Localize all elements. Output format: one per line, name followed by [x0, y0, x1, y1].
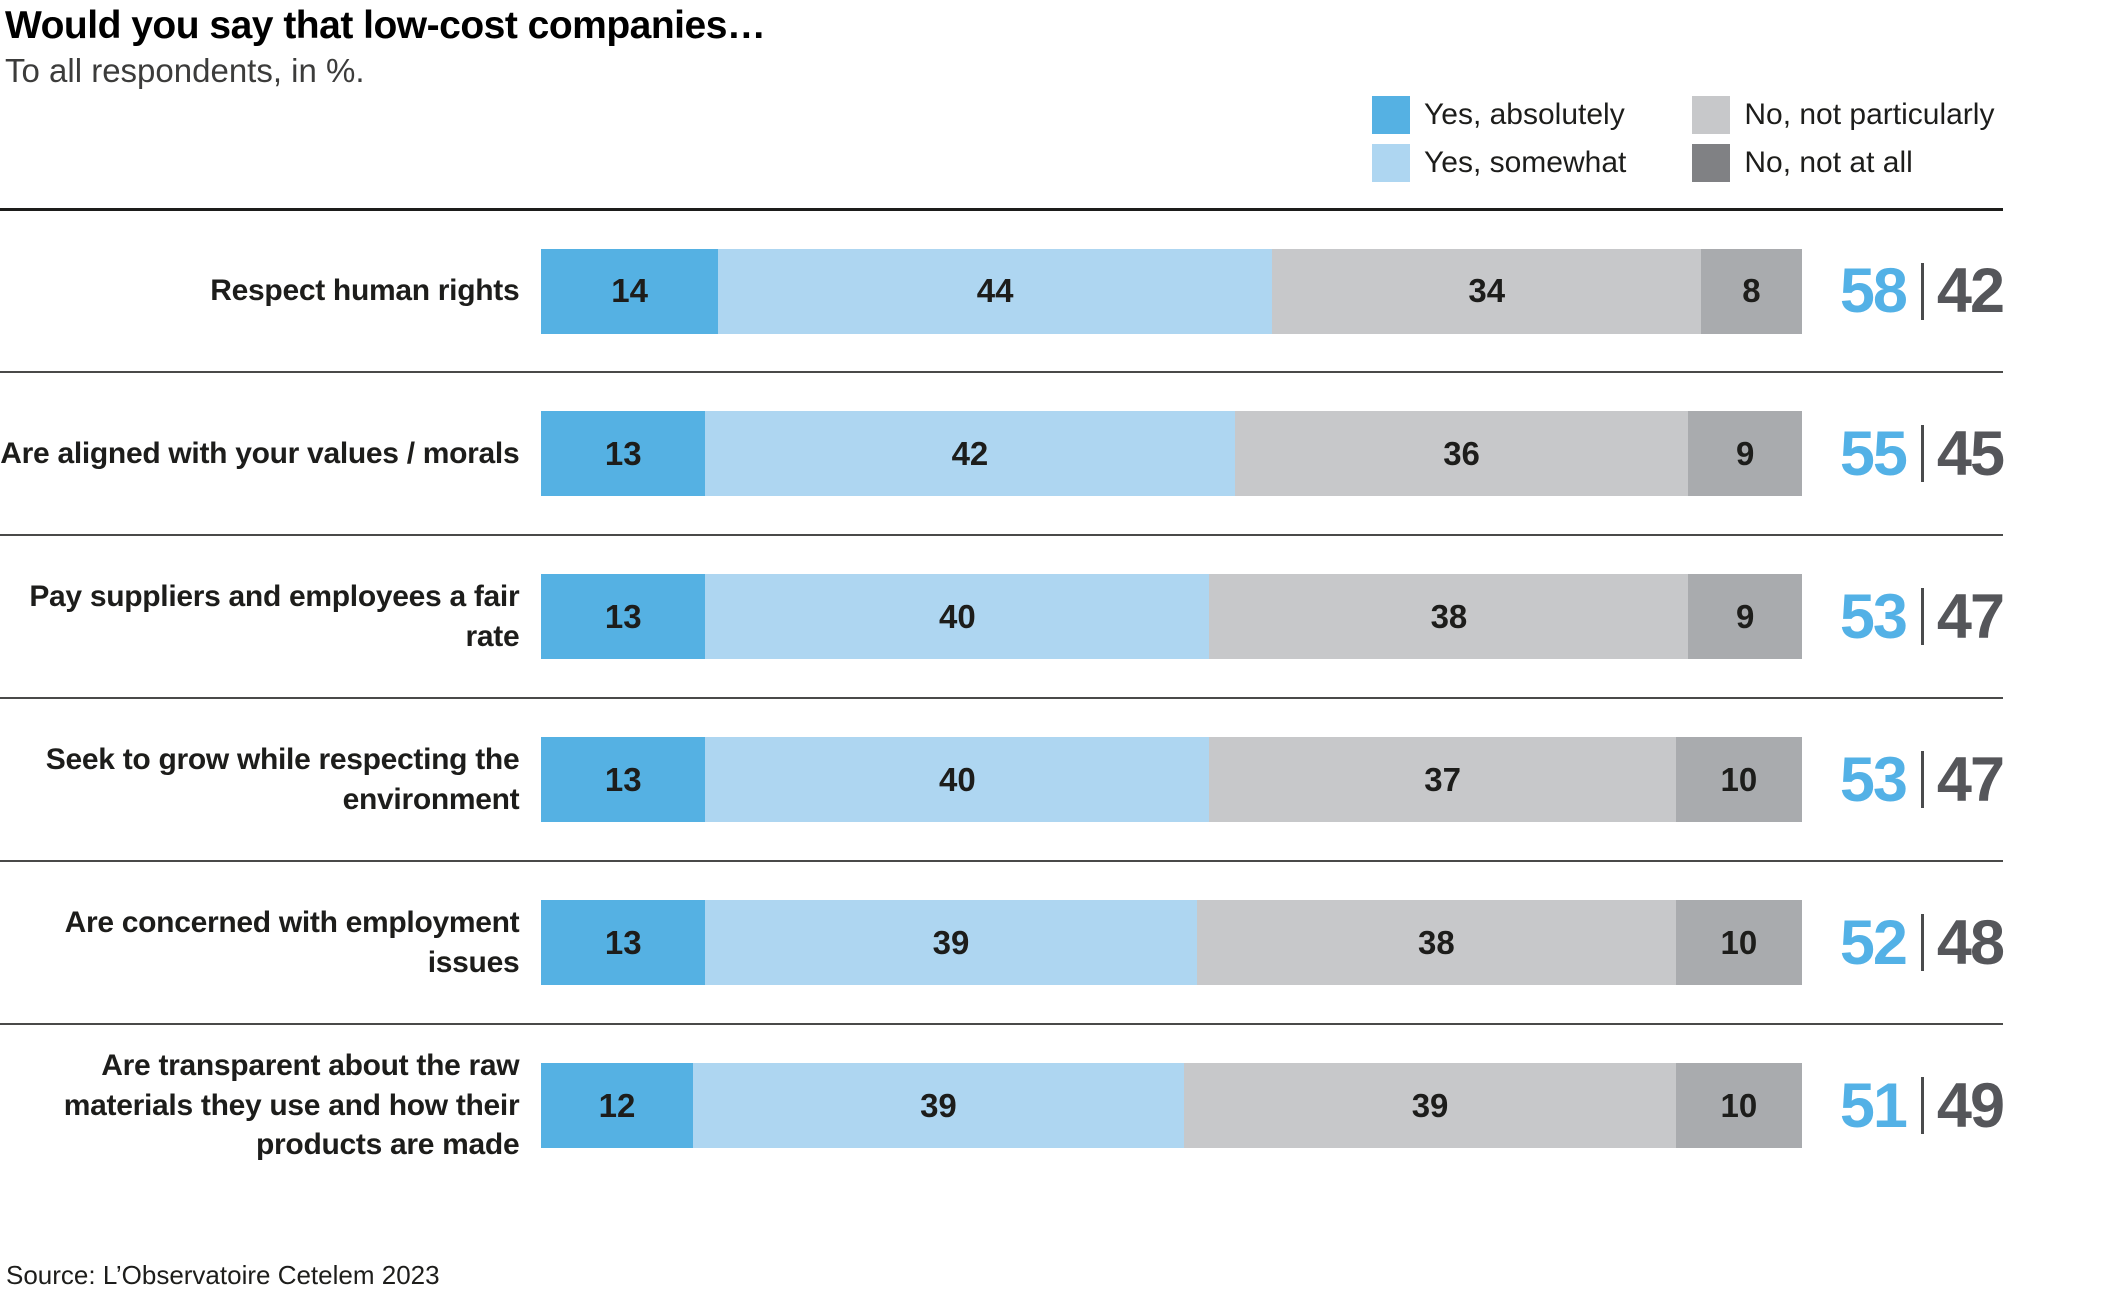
- row-totals: 58 42: [1802, 255, 2005, 327]
- source-note: Source: L’Observatoire Cetelem 2023: [6, 1260, 440, 1290]
- row-category-label: Are transparent about the raw materials …: [63, 1049, 520, 1162]
- bar-segment-no-not-at-all: 10: [1675, 1063, 1802, 1148]
- total-no-value: 49: [1936, 1070, 2005, 1141]
- bar-segment-no-not-particularly: 38: [1196, 900, 1676, 985]
- row-totals: 53 47: [1802, 744, 2005, 816]
- total-yes-value: 55: [1839, 418, 1908, 489]
- legend-swatch-icon: [1372, 96, 1410, 134]
- total-no-value: 42: [1936, 256, 2005, 326]
- chart-row: Are transparent about the raw materials …: [0, 1023, 2005, 1186]
- bar-segment-yes-somewhat: 42: [705, 411, 1235, 496]
- legend-item: No, not at all: [1692, 144, 1994, 182]
- chart-row: Pay suppliers and employees a fair rate …: [0, 534, 2005, 697]
- bar-segment-no-not-at-all: 9: [1688, 411, 1802, 496]
- bar-segment-no-not-particularly: 34: [1272, 248, 1702, 334]
- bar-segment-no-not-at-all: 10: [1675, 900, 1802, 985]
- bar-segment-no-not-particularly: 38: [1209, 574, 1689, 659]
- legend-item-label: No, not particularly: [1744, 98, 1995, 131]
- totals-divider: [1920, 1077, 1924, 1134]
- bar-segment-yes-somewhat: 40: [705, 737, 1210, 822]
- bar-segment-no-not-at-all: 10: [1675, 737, 1802, 822]
- bar-segment-no-not-at-all: 8: [1701, 248, 1802, 334]
- chart-row: Seek to grow while respecting the enviro…: [0, 697, 2005, 860]
- totals-divider: [1920, 262, 1924, 320]
- bar-segment-no-not-particularly: 39: [1184, 1063, 1676, 1148]
- total-yes-value: 53: [1839, 744, 1908, 815]
- chart-row: Are concerned with employment issues 13 3…: [0, 860, 2005, 1023]
- row-category-label: Are concerned with employment issues: [64, 905, 520, 979]
- total-no-value: 45: [1936, 418, 2005, 489]
- legend-item: Yes, absolutely: [1372, 96, 1626, 134]
- bar-segment-yes-absolutely: 13: [541, 411, 706, 496]
- legend-item: No, not particularly: [1692, 96, 1994, 134]
- total-yes-value: 58: [1839, 256, 1908, 326]
- bar-rows: Respect human rights 14 44 34 8 58 42 Are a…: [0, 208, 2005, 1186]
- row-category-label: Pay suppliers and employees a fair rate: [29, 579, 520, 653]
- total-yes-value: 51: [1839, 1070, 1908, 1141]
- total-yes-value: 53: [1839, 581, 1908, 652]
- stacked-bar: 13 40 38 9: [541, 574, 1802, 659]
- bar-segment-yes-absolutely: 13: [541, 737, 706, 822]
- bar-segment-yes-somewhat: 39: [692, 1063, 1185, 1148]
- total-no-value: 47: [1936, 581, 2005, 652]
- total-no-value: 48: [1936, 907, 2005, 978]
- stacked-bar: 12 39 39 10: [541, 1063, 1802, 1148]
- chart-subtitle: To all respondents, in %.: [5, 52, 365, 89]
- legend-item-label: Yes, somewhat: [1424, 146, 1627, 179]
- row-totals: 52 48: [1802, 907, 2005, 979]
- totals-divider: [1920, 751, 1924, 808]
- bar-segment-no-not-at-all: 9: [1688, 574, 1802, 659]
- row-totals: 53 47: [1802, 581, 2005, 653]
- bar-segment-yes-somewhat: 39: [705, 900, 1197, 985]
- chart-row: Are aligned with your values / morals 13…: [0, 371, 2005, 534]
- legend: Yes, absolutely Yes, somewhat No, not pa…: [1372, 96, 1994, 182]
- legend-swatch-icon: [1372, 144, 1410, 182]
- totals-divider: [1920, 425, 1924, 482]
- bar-segment-yes-absolutely: 13: [541, 900, 706, 985]
- chart-title: Would you say that low-cost companies…: [5, 4, 766, 47]
- legend-item: Yes, somewhat: [1372, 144, 1626, 182]
- row-totals: 55 45: [1802, 418, 2005, 490]
- totals-divider: [1920, 914, 1924, 971]
- bar-segment-yes-somewhat: 44: [717, 248, 1273, 334]
- legend-item-label: Yes, absolutely: [1424, 98, 1625, 131]
- bar-segment-yes-absolutely: 12: [541, 1063, 693, 1148]
- bar-segment-no-not-particularly: 37: [1209, 737, 1676, 822]
- row-totals: 51 49: [1802, 1070, 2005, 1142]
- total-yes-value: 52: [1839, 907, 1908, 978]
- row-category-label: Are aligned with your values / morals: [0, 436, 520, 470]
- bar-segment-yes-absolutely: 13: [541, 574, 706, 659]
- chart-row: Respect human rights 14 44 34 8 58 42: [0, 208, 2005, 371]
- stacked-bar: 13 40 37 10: [541, 737, 1802, 822]
- bar-segment-yes-absolutely: 14: [541, 248, 718, 334]
- legend-swatch-icon: [1692, 96, 1731, 134]
- totals-divider: [1920, 588, 1924, 645]
- stacked-bar: 14 44 34 8: [541, 248, 1802, 334]
- total-no-value: 47: [1936, 744, 2005, 815]
- row-category-label: Seek to grow while respecting the enviro…: [45, 742, 520, 816]
- stacked-bar: 13 39 38 10: [541, 900, 1802, 985]
- row-category-label: Respect human rights: [210, 274, 520, 308]
- stacked-bar: 13 42 36 9: [541, 411, 1802, 496]
- bar-segment-no-not-particularly: 36: [1234, 411, 1689, 496]
- bar-segment-yes-somewhat: 40: [705, 574, 1210, 659]
- legend-item-label: No, not at all: [1744, 146, 1913, 179]
- legend-swatch-icon: [1692, 144, 1731, 182]
